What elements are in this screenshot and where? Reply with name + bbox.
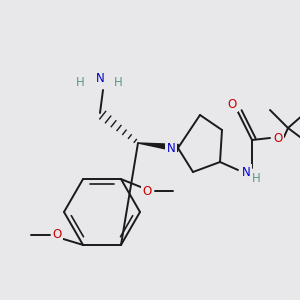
Text: O: O xyxy=(142,184,152,198)
Text: O: O xyxy=(52,228,62,242)
Text: N: N xyxy=(96,71,104,85)
Text: N: N xyxy=(242,166,250,178)
Text: H: H xyxy=(76,76,84,88)
Polygon shape xyxy=(138,143,178,152)
Text: H: H xyxy=(114,76,122,88)
Text: O: O xyxy=(227,98,237,110)
Text: H: H xyxy=(252,172,260,184)
Text: N: N xyxy=(167,142,176,155)
Text: O: O xyxy=(273,133,283,146)
